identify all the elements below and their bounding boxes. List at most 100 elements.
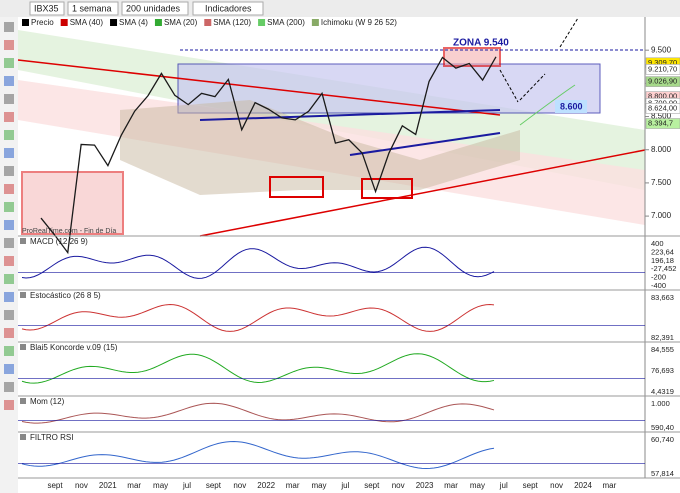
panel-title: Estocástico (26 8 5) bbox=[30, 291, 101, 300]
red-box bbox=[21, 171, 124, 235]
price-label: 8.700,00 bbox=[648, 98, 677, 107]
trend-line bbox=[349, 132, 501, 156]
x-tick-label: mar bbox=[603, 481, 617, 490]
trend-line bbox=[199, 109, 501, 121]
indicator-curve bbox=[21, 440, 495, 470]
x-tick-label: 2024 bbox=[574, 481, 592, 490]
period[interactable]: 1 semana bbox=[72, 3, 112, 13]
red-box bbox=[269, 176, 324, 198]
tool-icon[interactable] bbox=[4, 166, 14, 176]
units[interactable]: 200 unidades bbox=[126, 3, 181, 13]
panel-axis-label: 76,693 bbox=[651, 366, 674, 375]
legend: Precio SMA (40) SMA (4) SMA (20) SMA (120) SM… bbox=[22, 18, 397, 27]
tool-icon[interactable] bbox=[4, 184, 14, 194]
tool-icon[interactable] bbox=[4, 310, 14, 320]
tool-icon[interactable] bbox=[4, 274, 14, 284]
tool-icon[interactable] bbox=[4, 22, 14, 32]
legend-swatch bbox=[60, 19, 68, 26]
price-label-bg bbox=[645, 103, 680, 114]
tool-icon[interactable] bbox=[4, 364, 14, 374]
tool-icon[interactable] bbox=[4, 400, 14, 410]
tool-icon[interactable] bbox=[4, 40, 14, 50]
panel-title-bg bbox=[20, 398, 26, 404]
ichimoku-line bbox=[519, 84, 576, 126]
tool-icon[interactable] bbox=[4, 346, 14, 356]
x-tick-label: 2023 bbox=[416, 481, 434, 490]
panel-axis-label: 84,555 bbox=[651, 345, 674, 354]
indicator-curve bbox=[21, 304, 495, 332]
tool-icon[interactable] bbox=[4, 256, 14, 266]
indicator-curve bbox=[21, 246, 495, 279]
panel-title-bg bbox=[20, 344, 26, 350]
x-tick-label: sept bbox=[364, 481, 380, 490]
indicator-curve bbox=[21, 353, 495, 384]
tool-icon[interactable] bbox=[4, 130, 14, 140]
zone-annotation: ZONA 9.540 bbox=[453, 38, 509, 49]
indicator-curve bbox=[21, 402, 495, 424]
tool-icon[interactable] bbox=[4, 76, 14, 86]
indicators[interactable]: Indicadores bbox=[205, 3, 252, 13]
x-tick-label: mar bbox=[127, 481, 141, 490]
price-label-bg bbox=[645, 76, 680, 87]
tool-icon[interactable] bbox=[4, 220, 14, 230]
price-line bbox=[40, 56, 497, 255]
panel-axis-label: 196,18 bbox=[651, 256, 674, 265]
panel-title: Blai5 Koncorde v.09 (15) bbox=[30, 343, 118, 352]
legend-label: SMA (200) bbox=[267, 18, 305, 27]
tool-icon[interactable] bbox=[4, 94, 14, 104]
x-tick-label: may bbox=[470, 481, 485, 490]
symbol-box[interactable] bbox=[29, 1, 65, 16]
symbol[interactable]: IBX35 bbox=[34, 3, 59, 13]
price-label: 8.624,00 bbox=[648, 103, 677, 112]
trend-line bbox=[199, 149, 646, 237]
price-label-bg bbox=[645, 64, 680, 75]
x-tick-label: sept bbox=[47, 481, 63, 490]
panel-axis-label: 83,663 bbox=[651, 293, 674, 302]
x-tick-label: sept bbox=[523, 481, 539, 490]
x-tick-label: may bbox=[311, 481, 326, 490]
y-tick-label: 7.500 bbox=[651, 178, 672, 187]
x-tick-label: nov bbox=[75, 481, 88, 490]
trend-line bbox=[17, 59, 501, 116]
tool-icon[interactable] bbox=[4, 382, 14, 392]
tool-icon[interactable] bbox=[4, 148, 14, 158]
panel-axis-label: 590,40 bbox=[651, 423, 674, 432]
panel-axis-label: 400 bbox=[651, 239, 664, 248]
legend-label: Precio bbox=[31, 18, 54, 27]
legend-label: SMA (4) bbox=[119, 18, 148, 27]
price-label-bg bbox=[645, 118, 680, 129]
level-box bbox=[555, 100, 587, 113]
period-box[interactable] bbox=[67, 1, 119, 16]
tool-icon[interactable] bbox=[4, 202, 14, 212]
legend-swatch bbox=[154, 19, 162, 26]
panel-title: FILTRO RSI bbox=[30, 433, 73, 442]
panel-title-bg bbox=[20, 238, 26, 244]
x-tick-label: jul bbox=[499, 481, 508, 490]
level-annotation: 8.600 bbox=[560, 101, 583, 111]
indicators-box[interactable] bbox=[192, 1, 264, 16]
tool-icon[interactable] bbox=[4, 328, 14, 338]
panel-title-bg bbox=[20, 292, 26, 298]
left-toolbar bbox=[0, 17, 18, 493]
panel-axis-label: -400 bbox=[651, 281, 666, 290]
legend-swatch bbox=[204, 19, 212, 26]
legend-swatch bbox=[22, 19, 29, 26]
tool-icon[interactable] bbox=[4, 112, 14, 122]
y-tick-label: 8.000 bbox=[651, 145, 672, 154]
x-tick-label: sept bbox=[206, 481, 222, 490]
units-box[interactable] bbox=[121, 1, 189, 16]
legend-label: SMA (120) bbox=[213, 18, 251, 27]
y-tick-label: 9.500 bbox=[651, 45, 672, 54]
tool-icon[interactable] bbox=[4, 292, 14, 302]
panel-axis-label: 4,4319 bbox=[651, 387, 674, 396]
tool-icon[interactable] bbox=[4, 238, 14, 248]
projection-arrows bbox=[499, 69, 546, 103]
price-label: 9.210,70 bbox=[648, 64, 677, 73]
panel-axis-label: 82,391 bbox=[651, 333, 674, 342]
price-label: 9.026,90 bbox=[648, 77, 677, 86]
tool-icon[interactable] bbox=[4, 58, 14, 68]
panel-title: Mom (12) bbox=[30, 397, 65, 406]
legend-label: SMA (40) bbox=[70, 18, 104, 27]
x-tick-label: 2021 bbox=[99, 481, 117, 490]
